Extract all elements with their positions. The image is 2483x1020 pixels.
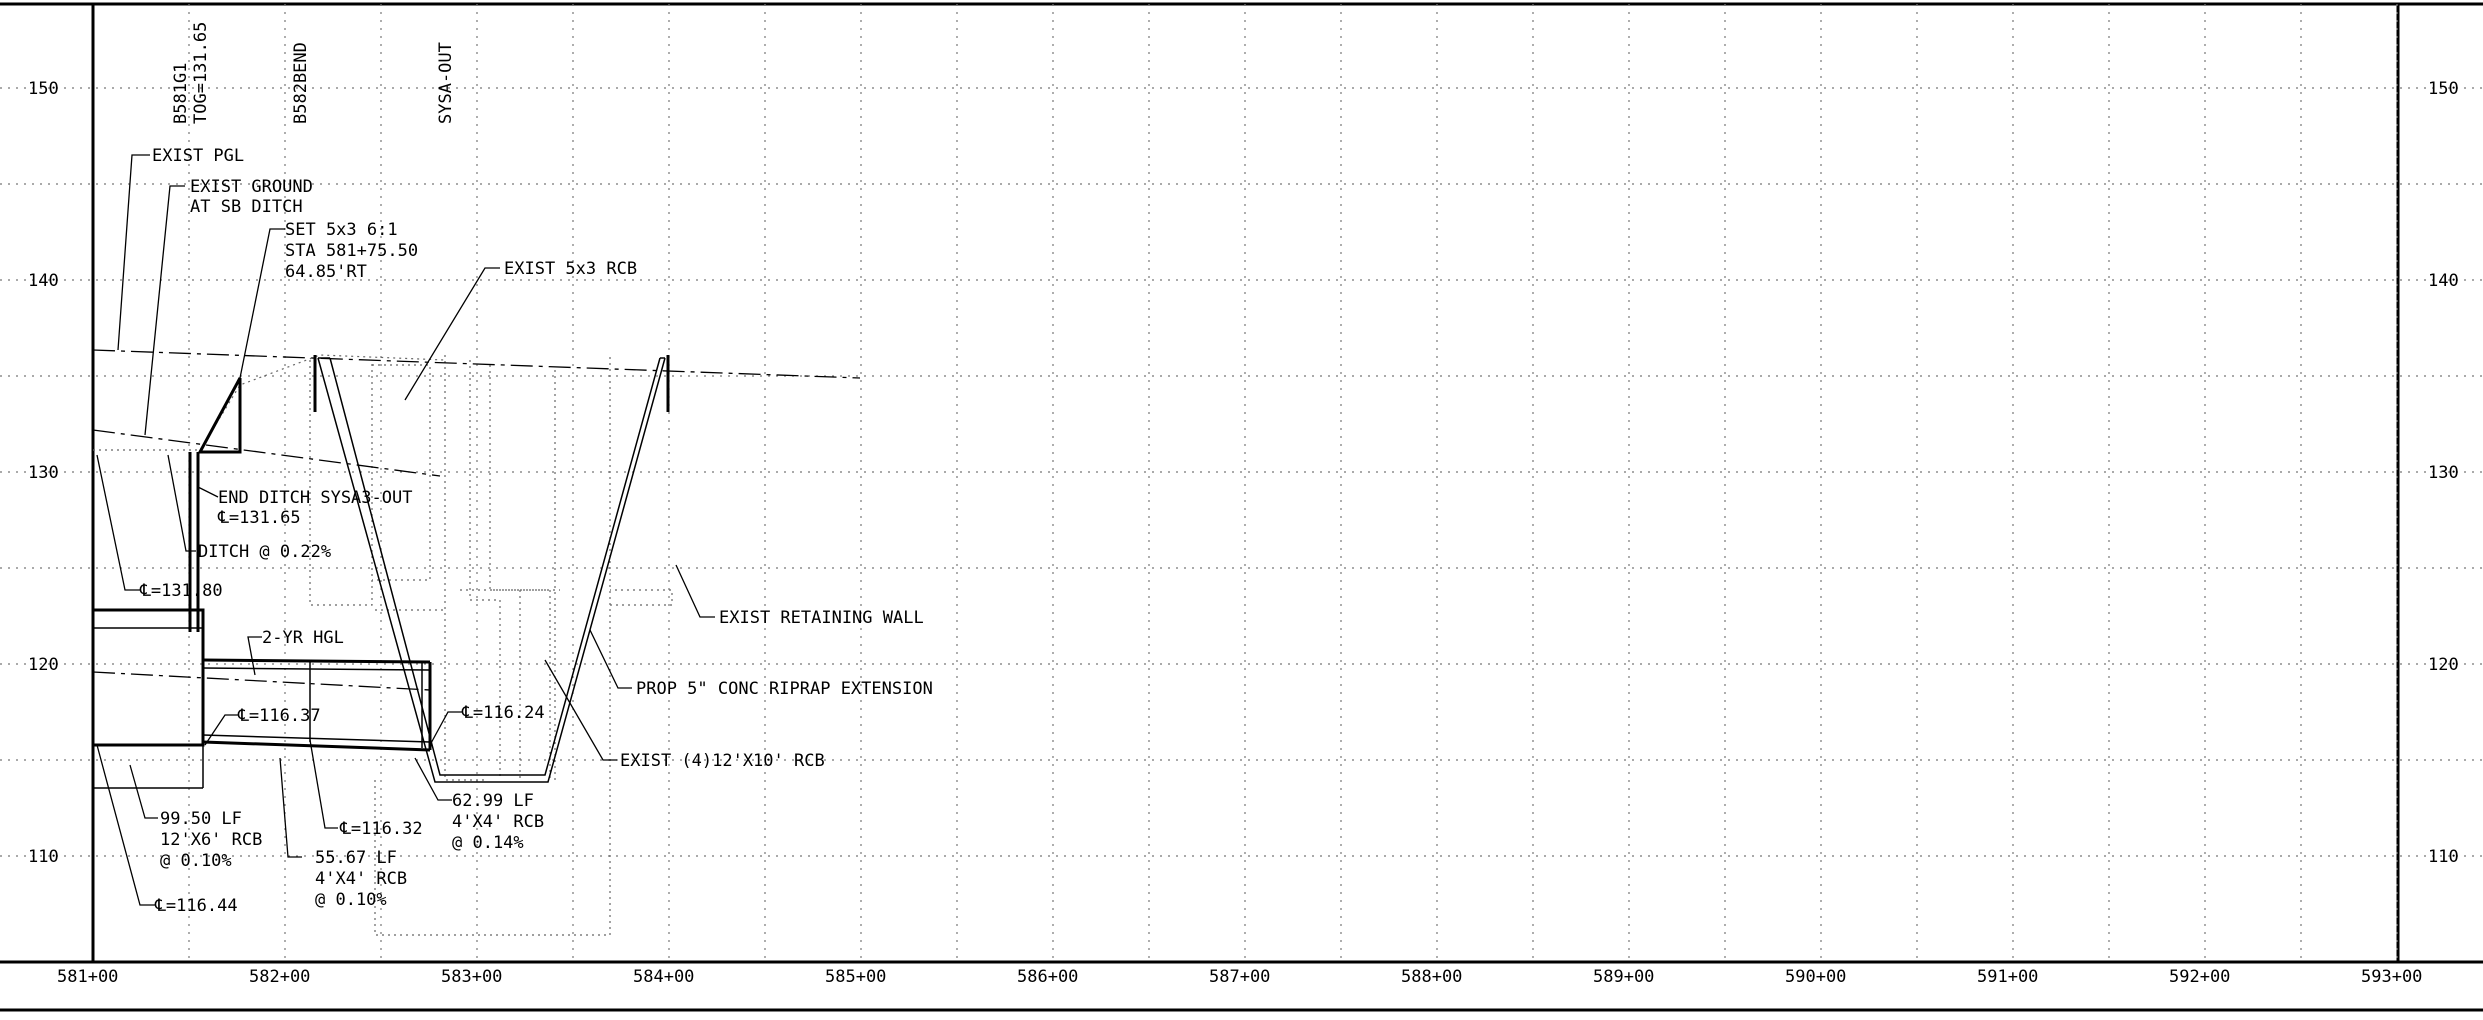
elev-label-right: 110 — [2428, 847, 2459, 867]
label-slope-014: @ 0.14% — [452, 833, 524, 853]
label-lf-9950: 99.50 LF — [160, 809, 242, 829]
label-exist-4-rcb: EXIST (4)12'X10' RCB — [620, 751, 825, 771]
elev-label-left: 130 — [28, 463, 59, 483]
structure-label-sysa-out: SYSA-OUT — [436, 42, 456, 124]
station-label: 593+00 — [2361, 967, 2422, 987]
dotted-outlines — [309, 355, 673, 936]
station-label: 581+00 — [57, 967, 118, 987]
label-fl-11637: ℄=116.37 — [237, 706, 321, 726]
label-2yr-hgl: 2-YR HGL — [262, 628, 344, 648]
riprap-channel — [317, 357, 666, 783]
structure-label-tog: TOG=131.65 — [191, 22, 211, 124]
elevation-grid — [0, 87, 2483, 857]
label-fl-11632: ℄=116.32 — [339, 819, 423, 839]
label-slope-010-b: @ 0.10% — [315, 890, 387, 910]
station-label: 590+00 — [1785, 967, 1846, 987]
label-exist-pgl: EXIST PGL — [152, 146, 244, 166]
station-label: 587+00 — [1209, 967, 1270, 987]
end-ditch-structure — [188, 452, 200, 632]
label-fl-13165: ℄=131.65 — [217, 508, 301, 528]
elevation-labels-left: 150 140 130 120 110 — [28, 79, 59, 867]
label-end-ditch: END DITCH SYSA3-OUT — [218, 488, 412, 508]
station-label: 584+00 — [633, 967, 694, 987]
elevation-labels-right: 150 140 130 120 110 — [2428, 79, 2459, 867]
station-label: 586+00 — [1017, 967, 1078, 987]
label-lf-5567: 55.67 LF — [315, 848, 397, 868]
annotations: EXIST PGL EXIST GROUND AT SB DITCH SET 5… — [139, 146, 933, 916]
label-ditch-slope: DITCH @ 0.22% — [198, 542, 331, 562]
station-label: 585+00 — [825, 967, 886, 987]
label-lf-6299: 62.99 LF — [452, 791, 534, 811]
label-rcb-4x4-a: 4'X4' RCB — [452, 812, 544, 832]
structure-label-b581g1: B581G1 — [171, 63, 191, 124]
label-exist-retaining-wall: EXIST RETAINING WALL — [719, 608, 924, 628]
label-exist-ground: EXIST GROUND — [190, 177, 313, 197]
elev-label-left: 110 — [28, 847, 59, 867]
rcb-12x6 — [93, 608, 205, 789]
station-label: 592+00 — [2169, 967, 2230, 987]
label-exist-5x3-rcb: EXIST 5x3 RCB — [504, 259, 637, 279]
label-slope-010: @ 0.10% — [160, 851, 232, 871]
label-riprap-extension: PROP 5" CONC RIPRAP EXTENSION — [636, 679, 933, 699]
label-fl-11624: ℄=116.24 — [461, 703, 545, 723]
elev-label-left: 150 — [28, 79, 59, 99]
station-label: 588+00 — [1401, 967, 1462, 987]
station-label: 589+00 — [1593, 967, 1654, 987]
structure-label-b582bend: B582BEND — [291, 42, 311, 124]
station-label: 591+00 — [1977, 967, 2038, 987]
label-set-section: SET 5x3 6:1 — [285, 220, 398, 240]
set-end-section — [197, 377, 242, 454]
retaining-walls — [313, 355, 670, 412]
elev-label-left: 140 — [28, 271, 59, 291]
elev-label-right: 140 — [2428, 271, 2459, 291]
station-label: 582+00 — [249, 967, 310, 987]
label-exist-ground-ditch: AT SB DITCH — [190, 197, 303, 217]
elev-label-right: 120 — [2428, 655, 2459, 675]
elev-label-right: 130 — [2428, 463, 2459, 483]
existing-ground-lines — [92, 349, 861, 691]
label-fl-13180: ℄=131.80 — [139, 581, 223, 601]
rcb-4x4-pipes — [202, 658, 432, 752]
leaders — [96, 154, 715, 906]
label-fl-11644: ℄=116.44 — [154, 896, 238, 916]
label-rcb-4x4-b: 4'X4' RCB — [315, 869, 407, 889]
elev-label-left: 120 — [28, 655, 59, 675]
label-set-station: STA 581+75.50 — [285, 241, 418, 261]
label-set-offset: 64.85'RT — [285, 262, 367, 282]
elev-label-right: 150 — [2428, 79, 2459, 99]
station-label: 583+00 — [441, 967, 502, 987]
station-labels: 581+00 582+00 583+00 584+00 585+00 586+0… — [57, 967, 2422, 987]
label-rcb-12x6: 12'X6' RCB — [160, 830, 262, 850]
